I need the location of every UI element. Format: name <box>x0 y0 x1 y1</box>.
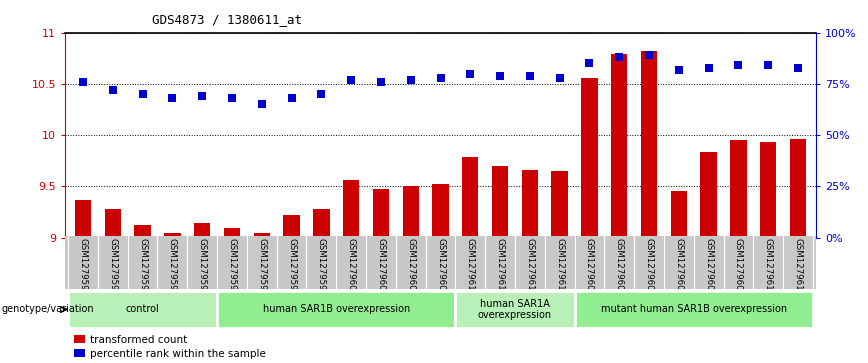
Point <box>672 67 686 73</box>
Text: GSM1279599: GSM1279599 <box>317 237 326 295</box>
Point <box>761 62 775 68</box>
Bar <box>575 291 813 328</box>
Bar <box>462 157 478 238</box>
Text: GSM1279610: GSM1279610 <box>764 237 773 295</box>
Point <box>791 65 805 70</box>
Text: GSM1279613: GSM1279613 <box>496 237 504 295</box>
Point <box>553 75 567 81</box>
Text: GSM1279609: GSM1279609 <box>734 237 743 295</box>
Bar <box>456 291 575 328</box>
Text: GSM1279604: GSM1279604 <box>585 237 594 295</box>
Bar <box>217 291 456 328</box>
Bar <box>104 209 121 238</box>
Point <box>345 77 358 83</box>
Text: GSM1279602: GSM1279602 <box>406 237 415 295</box>
Bar <box>343 180 359 238</box>
Text: GSM1279603: GSM1279603 <box>436 237 445 295</box>
Point <box>433 75 447 81</box>
Text: GSM1279607: GSM1279607 <box>674 237 683 295</box>
Text: GSM1279598: GSM1279598 <box>287 237 296 295</box>
Point <box>642 52 656 58</box>
Bar <box>790 139 806 238</box>
Bar <box>253 233 270 238</box>
Bar <box>582 78 598 238</box>
Text: GSM1279601: GSM1279601 <box>377 237 385 295</box>
Bar <box>641 51 657 238</box>
Point <box>166 95 180 101</box>
Bar <box>522 170 538 238</box>
Text: GSM1279591: GSM1279591 <box>78 237 88 295</box>
Text: human SAR1B overexpression: human SAR1B overexpression <box>263 305 410 314</box>
Point <box>374 79 388 85</box>
Bar <box>224 228 240 238</box>
Point <box>285 95 299 101</box>
Text: GSM1279614: GSM1279614 <box>525 237 535 295</box>
Point <box>582 61 596 66</box>
Bar <box>283 215 299 238</box>
Text: GSM1279594: GSM1279594 <box>168 237 177 295</box>
Text: GSM1279592: GSM1279592 <box>108 237 117 295</box>
Text: GSM1279608: GSM1279608 <box>704 237 713 295</box>
Text: GSM1279593: GSM1279593 <box>138 237 147 295</box>
Text: GDS4873 / 1380611_at: GDS4873 / 1380611_at <box>152 13 302 26</box>
Text: GSM1279596: GSM1279596 <box>227 237 236 295</box>
Text: GSM1279595: GSM1279595 <box>198 237 207 295</box>
Point <box>404 77 418 83</box>
Point <box>314 91 328 97</box>
Point <box>106 87 120 93</box>
Bar <box>700 152 717 238</box>
Point <box>523 73 536 79</box>
Bar <box>372 188 389 238</box>
Text: GSM1279605: GSM1279605 <box>615 237 624 295</box>
Bar <box>403 187 419 238</box>
Bar <box>432 184 449 238</box>
Point <box>76 79 90 85</box>
Bar <box>760 142 777 238</box>
Text: control: control <box>126 305 160 314</box>
Bar <box>671 191 687 238</box>
Point <box>732 62 746 68</box>
Point <box>255 102 269 107</box>
Bar <box>492 166 509 238</box>
Point <box>464 71 477 77</box>
Bar <box>75 200 91 238</box>
Text: genotype/variation: genotype/variation <box>2 304 95 314</box>
Bar <box>611 54 628 238</box>
Legend: transformed count, percentile rank within the sample: transformed count, percentile rank withi… <box>70 330 270 363</box>
Text: GSM1279606: GSM1279606 <box>645 237 654 295</box>
Bar <box>164 233 181 238</box>
Bar <box>551 171 568 238</box>
Point <box>612 54 626 60</box>
Text: GSM1279615: GSM1279615 <box>556 237 564 295</box>
Text: mutant human SAR1B overexpression: mutant human SAR1B overexpression <box>601 305 786 314</box>
Text: GSM1279612: GSM1279612 <box>466 237 475 295</box>
Bar <box>194 223 210 238</box>
Point <box>195 93 209 99</box>
Text: human SAR1A
overexpression: human SAR1A overexpression <box>478 299 552 320</box>
Text: GSM1279611: GSM1279611 <box>793 237 803 295</box>
Bar <box>313 209 330 238</box>
Point <box>701 65 715 70</box>
Bar <box>68 291 217 328</box>
Text: GSM1279597: GSM1279597 <box>257 237 266 295</box>
Point <box>135 91 149 97</box>
Text: GSM1279600: GSM1279600 <box>346 237 356 295</box>
Point <box>493 73 507 79</box>
Bar <box>135 225 151 238</box>
Point <box>225 95 239 101</box>
Bar <box>730 140 746 238</box>
